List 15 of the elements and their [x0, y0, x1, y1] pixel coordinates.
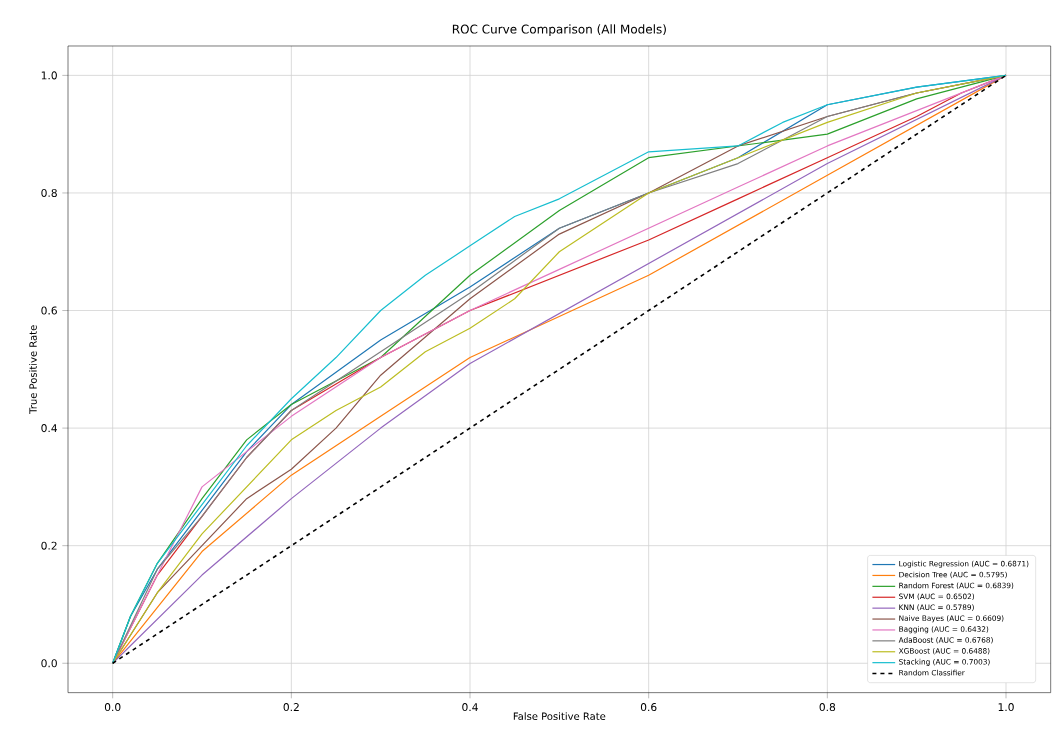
x-tick-label: 1.0 — [998, 703, 1014, 712]
y-tick-label: 0.0 — [41, 659, 57, 668]
x-tick-label: 0.8 — [819, 703, 836, 712]
x-tick-label: 0.0 — [104, 703, 121, 712]
x-tick-label: 0.2 — [283, 703, 299, 712]
chart-title: ROC Curve Comparison (All Models) — [452, 24, 666, 36]
x-axis-title: False Positive Rate — [513, 712, 606, 721]
y-tick-label: 0.8 — [41, 188, 57, 197]
y-axis-title: True Positive Rate — [29, 325, 37, 414]
y-tick-label: 1.0 — [41, 71, 57, 80]
x-tick-label: 0.6 — [640, 703, 657, 712]
x-tick-label: 0.4 — [462, 703, 478, 712]
y-tick-label: 0.2 — [41, 541, 57, 550]
y-tick-label: 0.4 — [41, 424, 58, 433]
y-tick-label: 0.6 — [41, 306, 57, 315]
